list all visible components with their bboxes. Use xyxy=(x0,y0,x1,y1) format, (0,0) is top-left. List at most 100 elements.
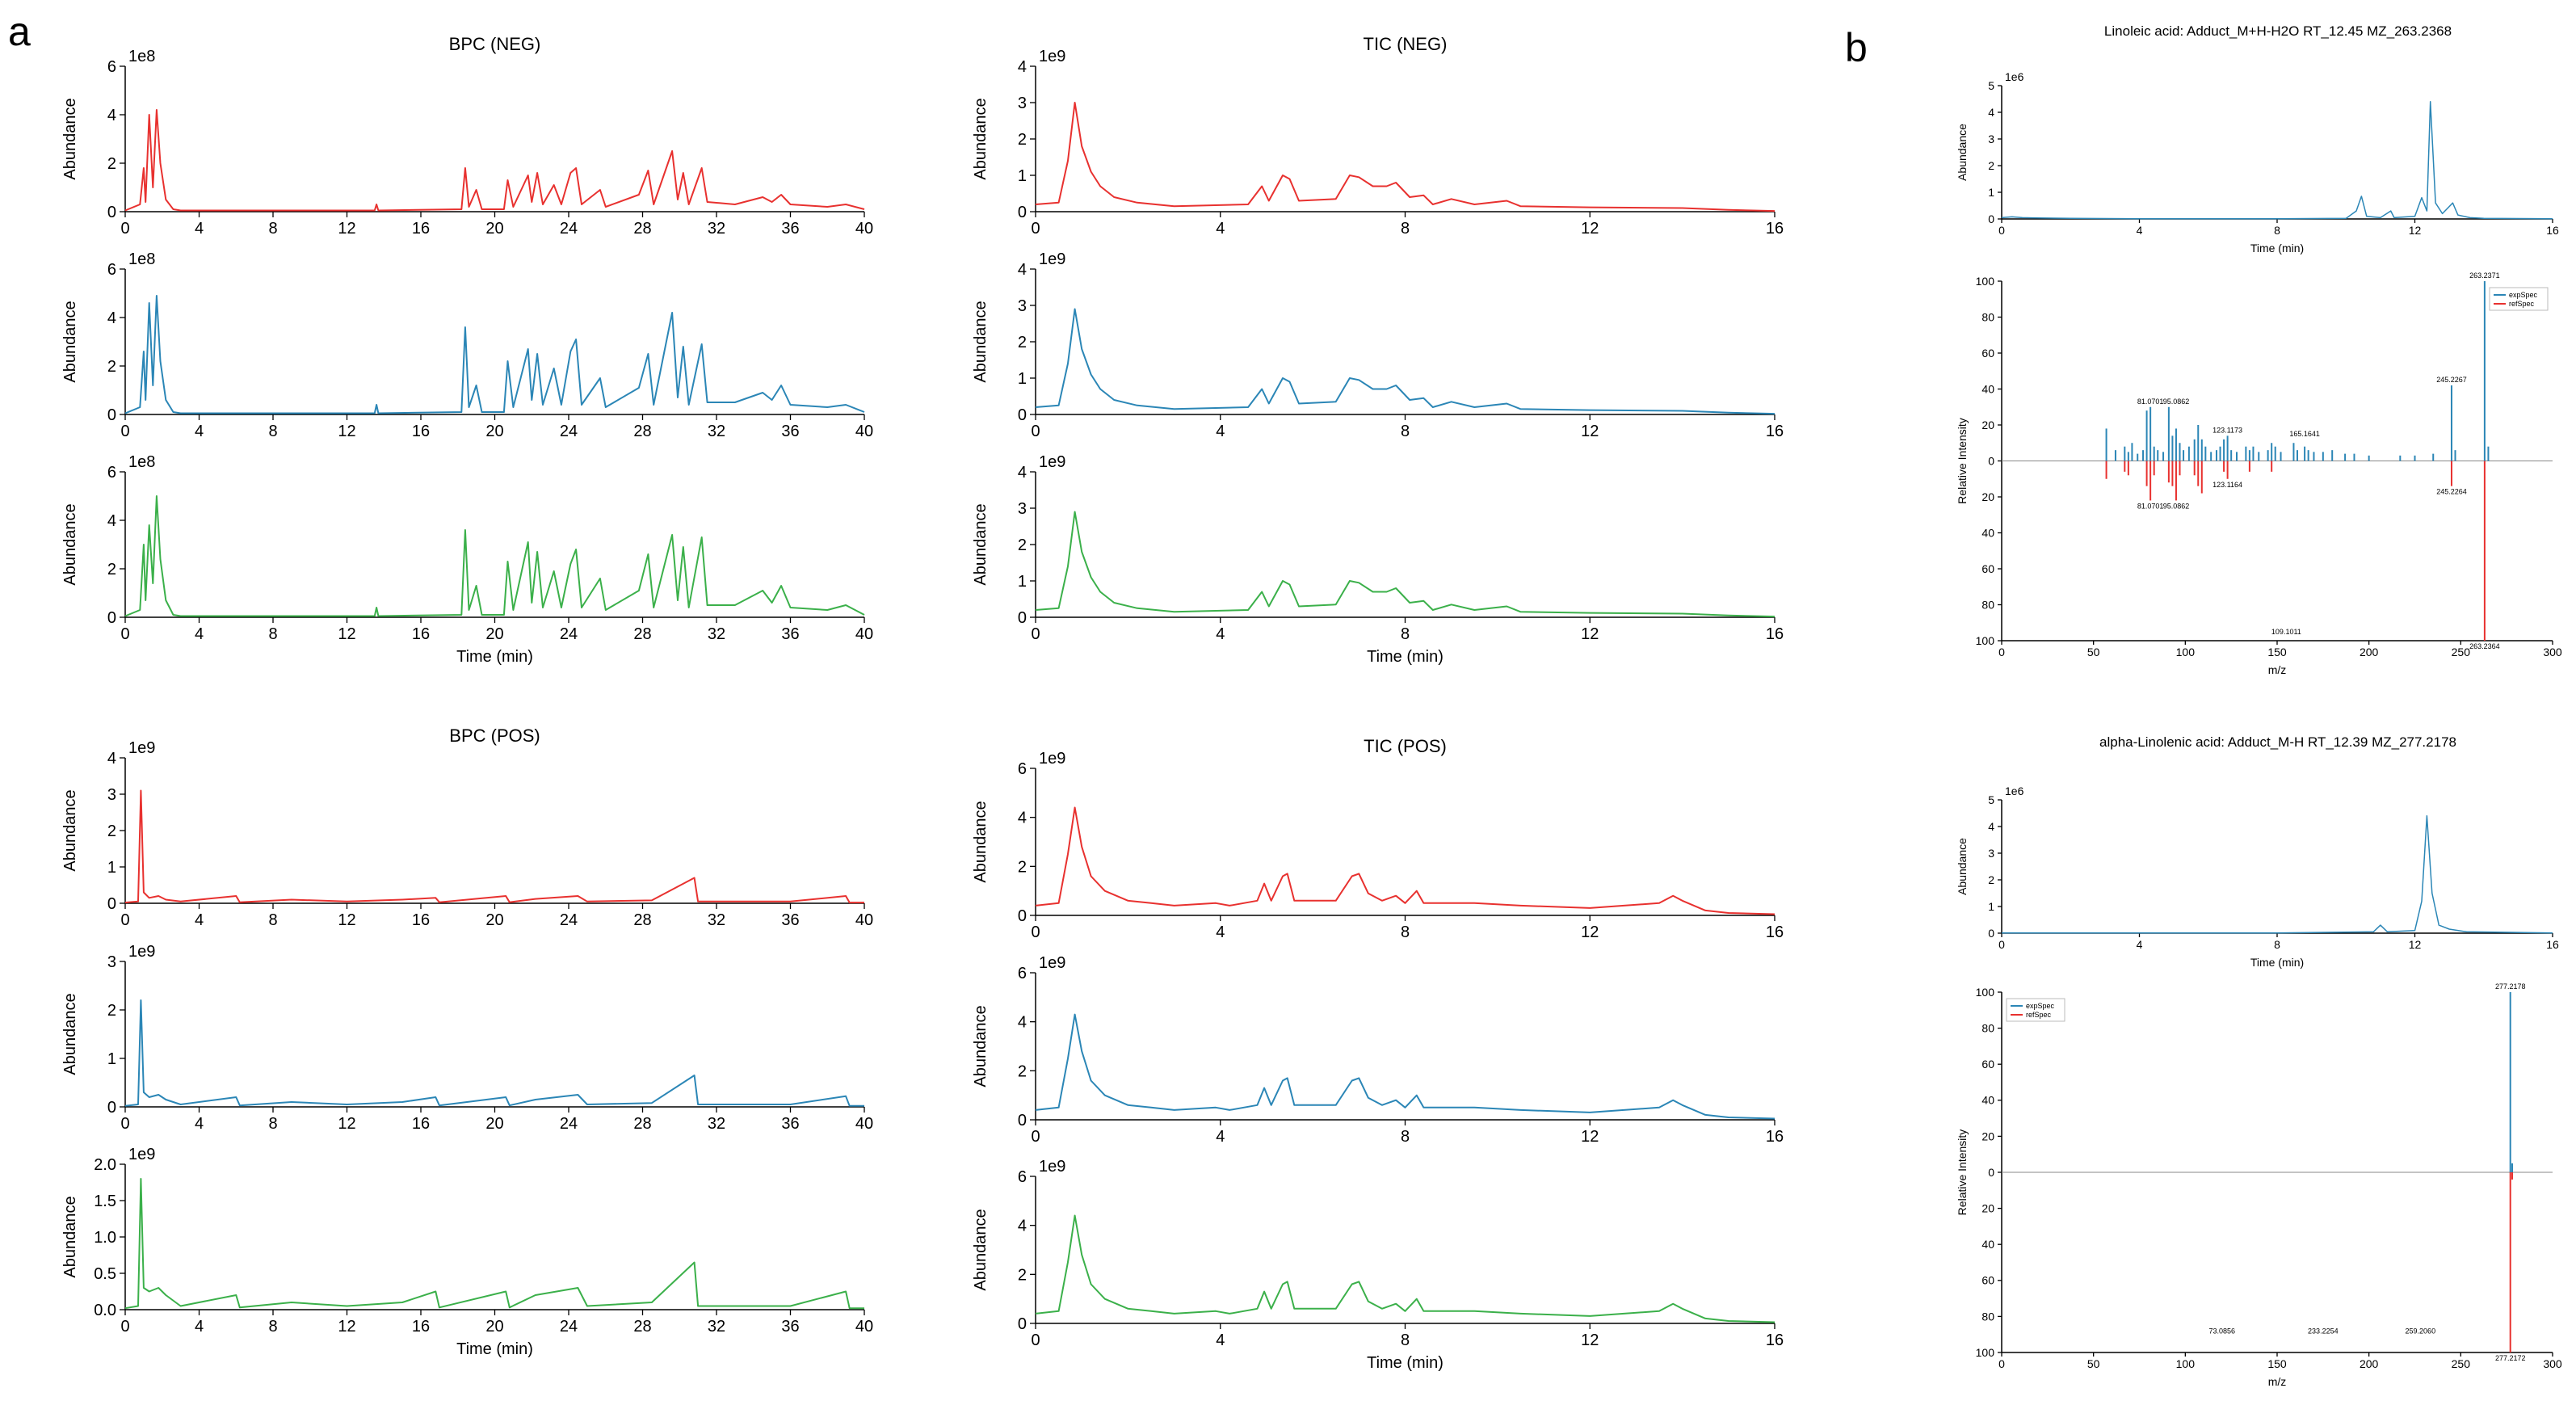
x-tick-label: 12 xyxy=(1581,1331,1599,1349)
y-tick-label: 0 xyxy=(1988,212,1994,225)
x-tick-label: 12 xyxy=(338,220,355,238)
y-tick-label: 40 xyxy=(1981,1238,1994,1251)
x-tick-label: 0 xyxy=(1998,938,2005,951)
x-tick-label: 8 xyxy=(1401,220,1410,238)
chart-bpc-neg-3: 0 4 8 12 16 20 24 28 32 36 4002461e8AbundanceTime … xyxy=(61,453,873,666)
y-tick-label: 20 xyxy=(1981,490,1994,503)
x-tick-label: 32 xyxy=(708,625,725,643)
x-tick-label: 8 xyxy=(268,911,277,929)
y-tick-label: 1 xyxy=(107,859,116,877)
peak-label: 263.2371 xyxy=(2469,271,2500,280)
y-tick-label: 2 xyxy=(107,822,116,840)
x-tick-label: 36 xyxy=(781,1318,799,1336)
x-tick-label: 40 xyxy=(855,625,873,643)
series-line xyxy=(124,999,864,1107)
y-axis-label: Abundance xyxy=(972,301,990,382)
x-tick-label: 8 xyxy=(2274,224,2280,237)
y-tick-label: 6 xyxy=(107,464,116,482)
x-tick-label: 16 xyxy=(412,1318,430,1336)
y-tick-label: 100 xyxy=(1976,275,1995,288)
x-tick-label: 40 xyxy=(855,1318,873,1336)
x-tick-label: 100 xyxy=(2176,646,2196,658)
y-tick-label: 2 xyxy=(1988,873,1994,886)
x-tick-label: 12 xyxy=(1581,923,1599,941)
x-tick-label: 12 xyxy=(2409,938,2422,951)
x-axis-label: Time (min) xyxy=(1367,1354,1443,1372)
series-line xyxy=(124,1178,864,1310)
x-tick-label: 4 xyxy=(1216,220,1225,238)
y-tick-label: 40 xyxy=(1981,382,1994,395)
y-tick-label: 60 xyxy=(1981,347,1994,360)
y-axis-label: Abundance xyxy=(972,801,990,882)
y-tick-label: 40 xyxy=(1981,526,1994,539)
y-tick-label: 2 xyxy=(1018,858,1027,876)
y-tick-label: 0 xyxy=(1018,907,1027,925)
y-axis-label: Abundance xyxy=(972,503,990,585)
x-tick-label: 12 xyxy=(338,911,355,929)
x-tick-label: 32 xyxy=(708,911,725,929)
y-tick-label: 0 xyxy=(1018,609,1027,627)
y-axis-label: Abundance xyxy=(972,1209,990,1290)
x-axis-label: m/z xyxy=(2268,663,2287,676)
x-tick-label: 40 xyxy=(855,1115,873,1133)
y-tick-label: 2 xyxy=(107,155,116,173)
x-tick-label: 20 xyxy=(485,1115,503,1133)
x-tick-label: 16 xyxy=(412,911,430,929)
x-tick-label: 4 xyxy=(195,1318,204,1336)
x-tick-label: 8 xyxy=(268,625,277,643)
x-tick-label: 28 xyxy=(633,1318,651,1336)
x-tick-label: 0 xyxy=(1031,1331,1040,1349)
y-tick-label: 2 xyxy=(1018,131,1027,149)
x-tick-label: 28 xyxy=(633,911,651,929)
x-axis-label: m/z xyxy=(2268,1375,2287,1388)
x-tick-label: 24 xyxy=(560,220,578,238)
x-tick-label: 0 xyxy=(1031,923,1040,941)
x-tick-label: 32 xyxy=(708,220,725,238)
x-tick-label: 0 xyxy=(1998,224,2005,237)
x-tick-label: 4 xyxy=(1216,1128,1225,1146)
x-tick-label: 4 xyxy=(1216,923,1225,941)
peak-label: 81.0701 xyxy=(2137,502,2164,510)
y-tick-label: 0 xyxy=(1988,454,1994,467)
y-tick-label: 20 xyxy=(1981,419,1994,431)
chart-linoleic-ms2: 0 50 100 150 200 250 3001008060402002040608010… xyxy=(1956,271,2562,676)
x-tick-label: 12 xyxy=(338,1318,355,1336)
peak-label: 245.2264 xyxy=(2436,488,2467,496)
y-tick-label: 1 xyxy=(1018,167,1027,185)
x-tick-label: 0 xyxy=(120,423,129,440)
x-tick-label: 24 xyxy=(560,1115,578,1133)
x-axis-label: Time (min) xyxy=(1367,648,1443,666)
legend-label: refSpec xyxy=(2026,1011,2052,1019)
chart-tic-pos-2: 0 4 8 12 16 0 2 4 6 1e9 Abundance xyxy=(972,954,1784,1146)
peak-label: 95.0862 xyxy=(2163,398,2190,406)
x-tick-label: 16 xyxy=(1766,1128,1784,1146)
axis-exponent: 1e8 xyxy=(128,453,155,471)
x-tick-label: 4 xyxy=(195,625,204,643)
x-tick-label: 12 xyxy=(1581,423,1599,440)
chart-bpc-neg: BPC (NEG)0 4 8 12 16 20 24 28 32 36 4002461e8Abund… xyxy=(61,34,873,238)
y-tick-label: 60 xyxy=(1981,1274,1994,1287)
peak-label: 95.0862 xyxy=(2163,502,2190,510)
peak-label: 165.1641 xyxy=(2289,430,2320,438)
x-tick-label: 36 xyxy=(781,625,799,643)
y-tick-label: 3 xyxy=(107,786,116,804)
x-tick-label: 150 xyxy=(2267,646,2287,658)
axis-exponent: 1e9 xyxy=(128,739,155,757)
y-tick-label: 0.0 xyxy=(94,1302,116,1319)
legend-label: refSpec xyxy=(2509,300,2535,308)
y-tick-label: 60 xyxy=(1981,562,1994,575)
y-tick-label: 4 xyxy=(1018,810,1027,827)
x-tick-label: 0 xyxy=(1998,1357,2005,1370)
x-tick-label: 36 xyxy=(781,220,799,238)
x-tick-label: 40 xyxy=(855,220,873,238)
x-tick-label: 0 xyxy=(1031,220,1040,238)
x-tick-label: 12 xyxy=(1581,625,1599,643)
y-tick-label: 6 xyxy=(107,261,116,279)
x-tick-label: 4 xyxy=(195,1115,204,1133)
axis-exponent: 1e9 xyxy=(1039,250,1065,268)
x-tick-label: 28 xyxy=(633,220,651,238)
axis-exponent: 1e9 xyxy=(128,943,155,961)
